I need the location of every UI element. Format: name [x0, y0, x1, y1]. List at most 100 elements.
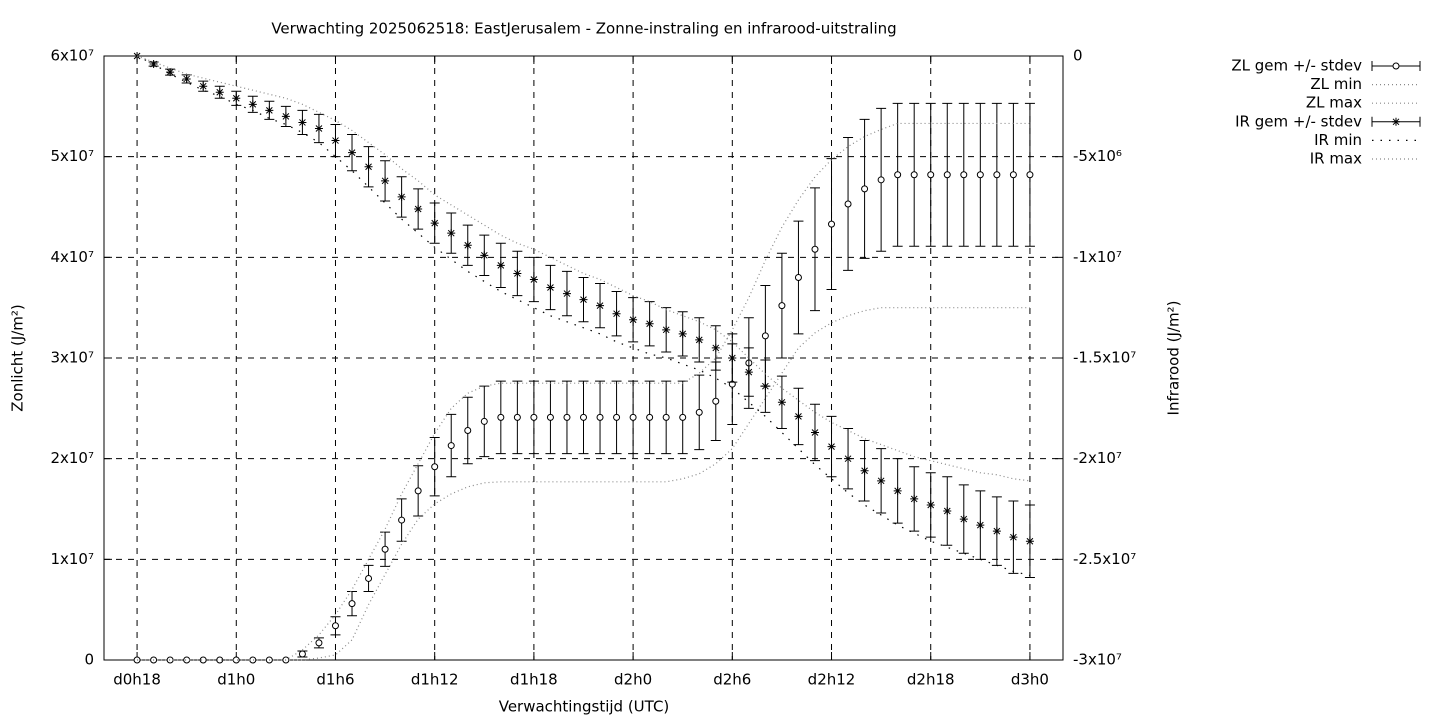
y-tick-label: 3x10⁷ — [50, 349, 94, 367]
x-tick-label: d2h18 — [907, 671, 955, 689]
marker — [348, 148, 357, 157]
x-tick-label: d0h18 — [113, 671, 161, 689]
marker — [877, 176, 885, 184]
marker — [315, 639, 323, 647]
marker — [464, 426, 472, 434]
x-axis-label: Verwachtingstijd (UTC) — [499, 698, 670, 716]
marker — [546, 413, 554, 421]
x-tick-label: d2h6 — [713, 671, 751, 689]
marker — [613, 413, 621, 421]
legend-label: IR max — [1310, 150, 1362, 168]
marker — [365, 574, 373, 582]
marker — [463, 241, 472, 250]
marker — [529, 275, 538, 284]
x-tick-label: d1h18 — [510, 671, 558, 689]
marker — [828, 220, 836, 228]
marker — [761, 332, 769, 340]
marker — [530, 413, 538, 421]
marker — [629, 315, 638, 324]
x-tick-label: d2h12 — [808, 671, 856, 689]
marker — [546, 283, 555, 292]
marker — [1009, 533, 1018, 542]
y-tick-label: 0 — [84, 651, 94, 669]
legend-marker — [1392, 117, 1400, 126]
marker — [497, 413, 505, 421]
x-tick-label: d2h0 — [614, 671, 652, 689]
legend-label: IR gem +/- stdev — [1235, 112, 1362, 130]
marker — [1025, 537, 1034, 546]
marker — [926, 500, 935, 509]
marker — [596, 301, 605, 310]
marker — [298, 118, 307, 127]
marker — [777, 398, 786, 407]
marker — [216, 656, 224, 664]
marker — [166, 656, 174, 664]
y2-tick-label: -2.5x10⁷ — [1073, 550, 1136, 568]
marker — [844, 454, 853, 463]
marker — [182, 74, 191, 83]
y-tick-label: 5x10⁷ — [50, 147, 94, 165]
marker — [398, 516, 406, 524]
marker — [596, 413, 604, 421]
marker — [778, 302, 786, 310]
marker — [381, 545, 389, 553]
marker — [199, 656, 207, 664]
x-tick-label: d1h12 — [411, 671, 459, 689]
chart-title: Verwachting 2025062518: EastJerusalem - … — [271, 20, 896, 38]
marker — [811, 245, 819, 253]
marker — [563, 413, 571, 421]
marker — [431, 463, 439, 471]
marker — [430, 219, 439, 228]
marker — [562, 289, 571, 298]
legend-label: ZL gem +/- stdev — [1231, 57, 1362, 75]
marker — [513, 269, 522, 278]
y2-tick-label: -1x10⁷ — [1073, 248, 1122, 266]
y2-tick-label: -3x10⁷ — [1073, 651, 1122, 669]
marker — [943, 507, 952, 516]
y-tick-label: 2x10⁷ — [50, 449, 94, 467]
series-line — [136, 55, 1031, 577]
marker — [397, 192, 406, 201]
marker — [810, 428, 819, 437]
y-axis-label: Zonlicht (J/m²) — [9, 304, 27, 412]
marker — [348, 600, 356, 608]
marker — [910, 494, 919, 503]
marker — [1009, 171, 1017, 179]
marker — [695, 335, 704, 344]
y2-tick-label: -2x10⁷ — [1073, 449, 1122, 467]
y2-tick-label: 0 — [1073, 47, 1083, 65]
marker — [447, 229, 456, 238]
marker — [281, 112, 290, 121]
marker — [298, 650, 306, 658]
y2-axis-label: Infrarood (J/m²) — [1165, 301, 1183, 416]
marker — [232, 656, 240, 664]
marker — [910, 171, 918, 179]
x-tick-label: d1h0 — [217, 671, 255, 689]
marker — [414, 487, 422, 495]
marker — [943, 171, 951, 179]
marker — [331, 136, 340, 145]
marker — [314, 124, 323, 133]
marker — [480, 417, 488, 425]
marker — [993, 171, 1001, 179]
legend-label: ZL min — [1310, 75, 1362, 93]
marker — [893, 486, 902, 495]
x-tick-label: d1h6 — [316, 671, 354, 689]
x-tick-label: d3h0 — [1011, 671, 1049, 689]
marker — [513, 413, 521, 421]
marker — [662, 413, 670, 421]
marker — [364, 162, 373, 171]
marker — [678, 329, 687, 338]
marker — [496, 261, 505, 270]
y-tick-label: 4x10⁷ — [50, 248, 94, 266]
marker — [579, 295, 588, 304]
marker — [976, 171, 984, 179]
marker — [877, 476, 886, 485]
marker — [580, 413, 587, 421]
marker — [827, 442, 836, 451]
marker — [992, 527, 1001, 536]
plot-frame — [103, 55, 1064, 661]
